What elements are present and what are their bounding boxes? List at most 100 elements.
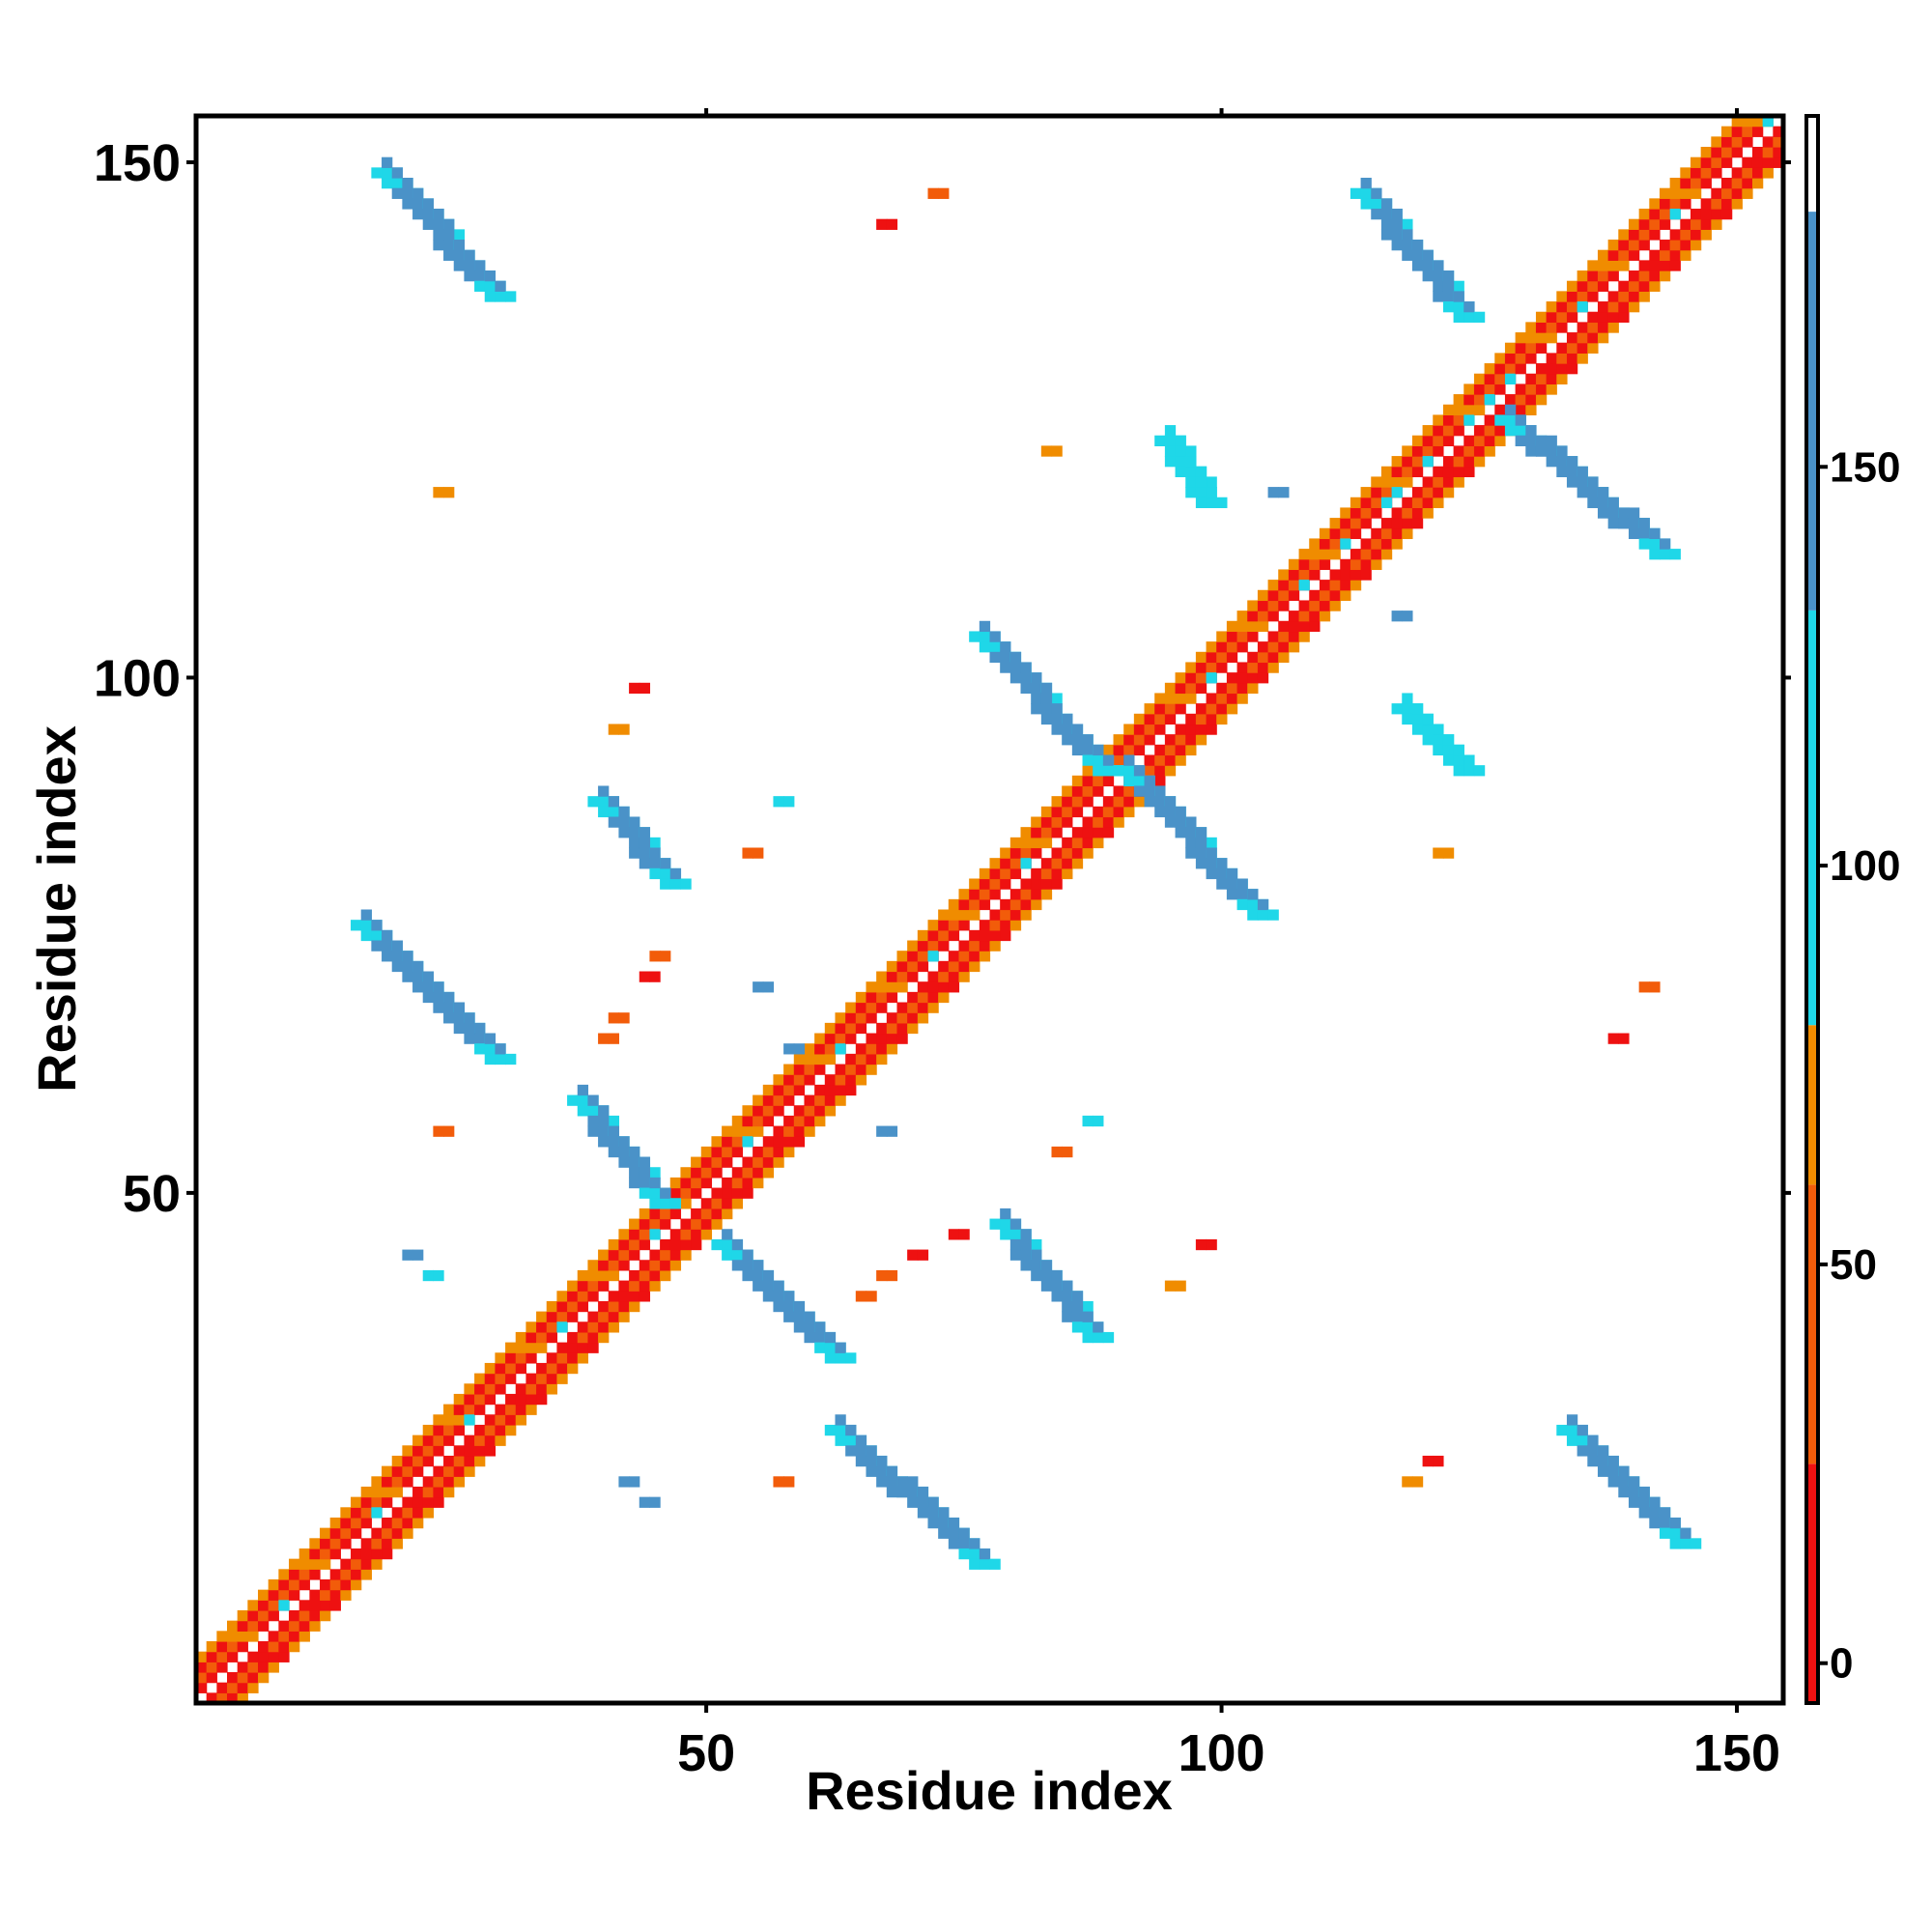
contact-block-cell xyxy=(1031,703,1042,715)
contact-block-cell xyxy=(1082,744,1094,756)
contact-point xyxy=(1433,847,1444,859)
diagonal-cell xyxy=(649,1249,661,1261)
diagonal-cell xyxy=(1597,322,1609,333)
diagonal-cell xyxy=(1473,404,1486,415)
diagonal-cell xyxy=(340,1578,352,1591)
diagonal-cell xyxy=(1638,260,1650,271)
diagonal-cell xyxy=(298,1609,310,1622)
diagonal-cell xyxy=(1009,858,1022,869)
contact-block-cell xyxy=(422,981,434,993)
diagonal-cell xyxy=(1267,641,1279,653)
contact-block-cell xyxy=(1195,858,1208,869)
diagonal-cell xyxy=(1587,342,1599,354)
diagonal-cell xyxy=(773,1074,784,1086)
diagonal-cell xyxy=(1154,754,1166,766)
diagonal-cell xyxy=(1267,662,1279,673)
diagonal-cell xyxy=(793,1136,806,1148)
diagonal-cell xyxy=(1278,589,1290,602)
diagonal-cell xyxy=(629,1249,640,1261)
contact-block-cell xyxy=(1175,466,1186,478)
diagonal-cell xyxy=(1371,487,1382,498)
diagonal-cell xyxy=(329,1589,341,1601)
contact-block-cell xyxy=(886,1476,898,1488)
diagonal-cell xyxy=(587,1311,599,1322)
contact-block-cell xyxy=(1031,693,1042,704)
diagonal-cell xyxy=(309,1609,321,1622)
contact-block-cell xyxy=(824,1352,837,1364)
contact-block-cell xyxy=(382,951,393,962)
diagonal-cell xyxy=(1144,734,1155,746)
diagonal-cell xyxy=(1380,497,1393,509)
diagonal-cell xyxy=(1102,816,1115,828)
diagonal-cell xyxy=(577,1300,589,1313)
contact-block-cell xyxy=(1164,435,1177,446)
diagonal-cell xyxy=(793,1074,806,1086)
diagonal-cell xyxy=(1700,218,1712,230)
contact-block-cell xyxy=(1350,187,1362,199)
contact-point xyxy=(608,724,620,735)
diagonal-cell xyxy=(855,1074,867,1086)
diagonal-cell xyxy=(1154,724,1166,735)
diagonal-cell xyxy=(1278,631,1290,642)
diagonal-cell xyxy=(979,940,991,952)
contact-block-cell xyxy=(1051,713,1063,725)
contact-block-cell xyxy=(1566,466,1578,478)
diagonal-cell xyxy=(608,1321,620,1333)
y-tick-label: 100 xyxy=(94,649,181,707)
diagonal-cell xyxy=(669,1249,682,1261)
contact-block-cell xyxy=(1236,898,1248,911)
diagonal-cell xyxy=(1154,744,1166,756)
contact-block-cell xyxy=(1206,487,1217,498)
diagonal-cell xyxy=(1175,682,1186,695)
contact-block-cell xyxy=(1597,507,1609,519)
diagonal-cell xyxy=(1000,929,1011,942)
diagonal-cell xyxy=(1216,682,1228,695)
diagonal-cell xyxy=(1433,476,1444,488)
diagonal-cell xyxy=(360,1496,372,1508)
diagonal-cell xyxy=(1031,837,1042,849)
diagonal-cell xyxy=(1071,785,1084,797)
diagonal-cell xyxy=(927,920,939,931)
contact-point xyxy=(1040,445,1053,457)
contact-block-cell xyxy=(360,929,372,942)
diagonal-cell xyxy=(1102,827,1115,838)
diagonal-cell xyxy=(206,1671,217,1684)
contact-point xyxy=(753,981,764,993)
contact-block-cell xyxy=(907,1496,919,1508)
contact-block-cell xyxy=(1051,1291,1063,1302)
diagonal-cell xyxy=(1442,425,1455,437)
contact-block-cell xyxy=(866,1455,877,1467)
colorbar-band xyxy=(1806,610,1818,1026)
diagonal-cell xyxy=(876,971,888,982)
contact-block-cell xyxy=(1659,549,1671,560)
diagonal-cell xyxy=(660,1218,671,1230)
contact-block-cell xyxy=(1525,445,1537,457)
contact-point xyxy=(598,1033,610,1044)
contact-block-cell xyxy=(422,991,434,1004)
contact-point xyxy=(1422,1455,1434,1467)
contact-block-cell xyxy=(649,847,661,859)
diagonal-cell xyxy=(412,1435,424,1446)
diagonal-cell xyxy=(1742,136,1753,148)
diagonal-cell xyxy=(412,1445,424,1457)
contact-block-cell xyxy=(1659,1527,1671,1539)
contact-block-cell xyxy=(1577,487,1588,498)
diagonal-cell xyxy=(340,1589,352,1601)
contact-block-cell xyxy=(443,240,455,251)
diagonal-cell xyxy=(1236,620,1248,633)
diagonal-cell xyxy=(1175,744,1186,756)
diagonal-cell xyxy=(629,1280,640,1292)
contact-block-cell xyxy=(1402,249,1413,261)
contact-block-cell xyxy=(1102,1331,1115,1344)
diagonal-cell xyxy=(700,1208,713,1220)
contact-block-cell xyxy=(783,1311,795,1322)
contact-block-cell xyxy=(1577,476,1588,488)
diagonal-cell xyxy=(298,1558,310,1570)
diagonal-cell xyxy=(866,1033,877,1044)
diagonal-cell xyxy=(402,1496,413,1508)
diagonal-cell xyxy=(484,1424,496,1436)
diagonal-cell xyxy=(855,1064,867,1075)
diagonal-cell xyxy=(1123,785,1135,797)
diagonal-cell xyxy=(691,1208,702,1220)
contact-block-cell xyxy=(1618,1465,1630,1477)
